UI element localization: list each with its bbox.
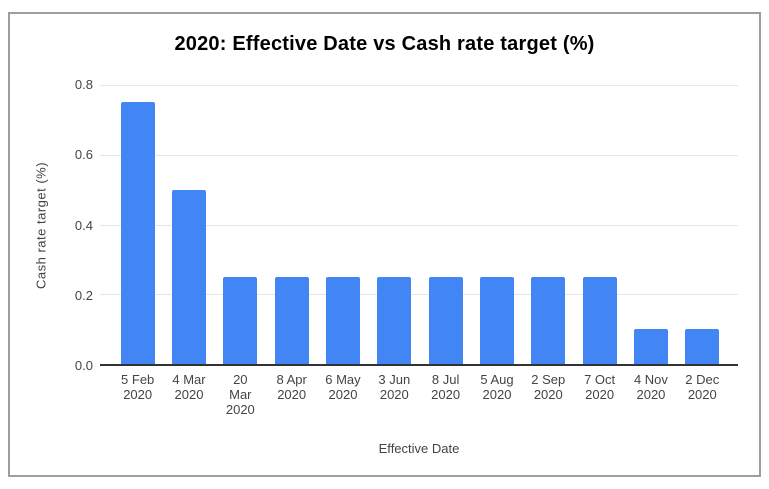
bar-slot [471,85,522,364]
bar-slot [369,85,420,364]
bar-4-nov-2020 [633,329,668,364]
bar-slot [112,85,163,364]
x-tick-label-line: 4 Mar [172,372,206,387]
bar-slot [523,85,574,364]
y-tick-label-0.4: 0.4 [74,217,93,233]
bar-7-oct-2020 [582,276,617,364]
bar-5-aug-2020 [479,276,514,364]
x-tick-label-5-feb-2020: 5 Feb 2020 [112,372,163,417]
bars-row [100,85,738,364]
x-tick-label-4-mar-2020: 4 Mar 2020 [163,372,214,417]
x-tick-label-2-sep-2020: 2 Sep 2020 [523,372,574,417]
x-tick-label-5-aug-2020: 5 Aug 2020 [471,372,522,417]
bar-slot [420,85,471,364]
x-tick-label-line: 2 Sep [531,372,566,387]
chart-frame: 2020: Effective Date vs Cash rate target… [8,12,761,477]
x-tick-label-line: 2020 [636,387,666,402]
x-tick-label-line: 6 May [325,372,361,387]
x-tick-label-3-jun-2020: 3 Jun 2020 [369,372,420,417]
y-tick-label-0.0: 0.0 [74,358,93,373]
x-tick-label-line: 2020 [123,387,153,402]
x-tick-label-line: 2 Dec [685,372,720,387]
bar-4-mar-2020 [171,189,206,364]
x-tick-label-line: 2020 [533,387,563,402]
x-tick-label-line: 3 Jun [378,372,411,387]
bar-slot [163,85,214,364]
gridline-y-0.6 [100,154,738,156]
x-tick-label-line: 4 Nov [633,372,668,387]
x-tick-label-line: 2020 [277,387,307,402]
x-axis-tick-labels: 5 Feb 2020 4 Mar 2020 20 Mar 2020 8 Apr 2020 6 Ma… [100,372,738,417]
x-tick-label-line: 2020 [328,387,358,402]
x-tick-label-line: 2020 [687,387,717,402]
x-tick-label-line: Mar [229,387,252,402]
plot-area [100,85,738,366]
x-tick-label-line: 2020 [482,387,512,402]
bar-2-dec-2020 [685,329,720,364]
bar-8-apr-2020 [274,276,309,364]
bar-3-jun-2020 [377,276,412,364]
gridline-y-0.2 [100,294,738,296]
x-tick-label-4-nov-2020: 4 Nov 2020 [625,372,676,417]
x-tick-label-line: 5 Feb [121,372,155,387]
x-tick-label-line: 8 Apr [276,372,307,387]
bar-8-jul-2020 [428,276,463,364]
x-tick-label-20-mar-2020: 20 Mar 2020 [215,372,266,417]
x-tick-label-6-may-2020: 6 May 2020 [317,372,368,417]
x-tick-label-line: 2020 [225,402,255,417]
y-tick-label-0.6: 0.6 [74,147,93,163]
x-tick-label-line: 2020 [174,387,204,402]
x-tick-label-line: 2020 [379,387,409,402]
bar-5-feb-2020 [120,102,155,364]
bar-slot [677,85,728,364]
bar-slot [625,85,676,364]
x-tick-label-line: 20 [233,372,248,387]
x-tick-label-line: 8 Jul [431,372,460,387]
x-tick-label-line: 5 Aug [480,372,514,387]
bar-slot [574,85,625,364]
bar-slot [266,85,317,364]
x-tick-label-line: 2020 [585,387,615,402]
x-tick-label-8-jul-2020: 8 Jul 2020 [420,372,471,417]
x-axis-title: Effective Date [378,441,460,456]
chart-title: 2020: Effective Date vs Cash rate target… [174,33,595,55]
y-tick-label-0.8: 0.8 [74,77,93,92]
gridline-y-0.8 [100,85,738,86]
bar-2-sep-2020 [531,276,566,364]
x-tick-label-2-dec-2020: 2 Dec 2020 [677,372,728,417]
bar-slot [215,85,266,364]
bar-20-mar-2020 [223,276,258,364]
x-tick-label-line: 7 Oct [584,372,616,387]
y-tick-label-0.2: 0.2 [74,287,93,303]
bar-slot [317,85,368,364]
bar-6-may-2020 [325,276,360,364]
x-tick-label-8-apr-2020: 8 Apr 2020 [266,372,317,417]
gridline-y-0.4 [100,224,738,226]
x-tick-label-line: 2020 [431,387,461,402]
x-tick-label-7-oct-2020: 7 Oct 2020 [574,372,625,417]
